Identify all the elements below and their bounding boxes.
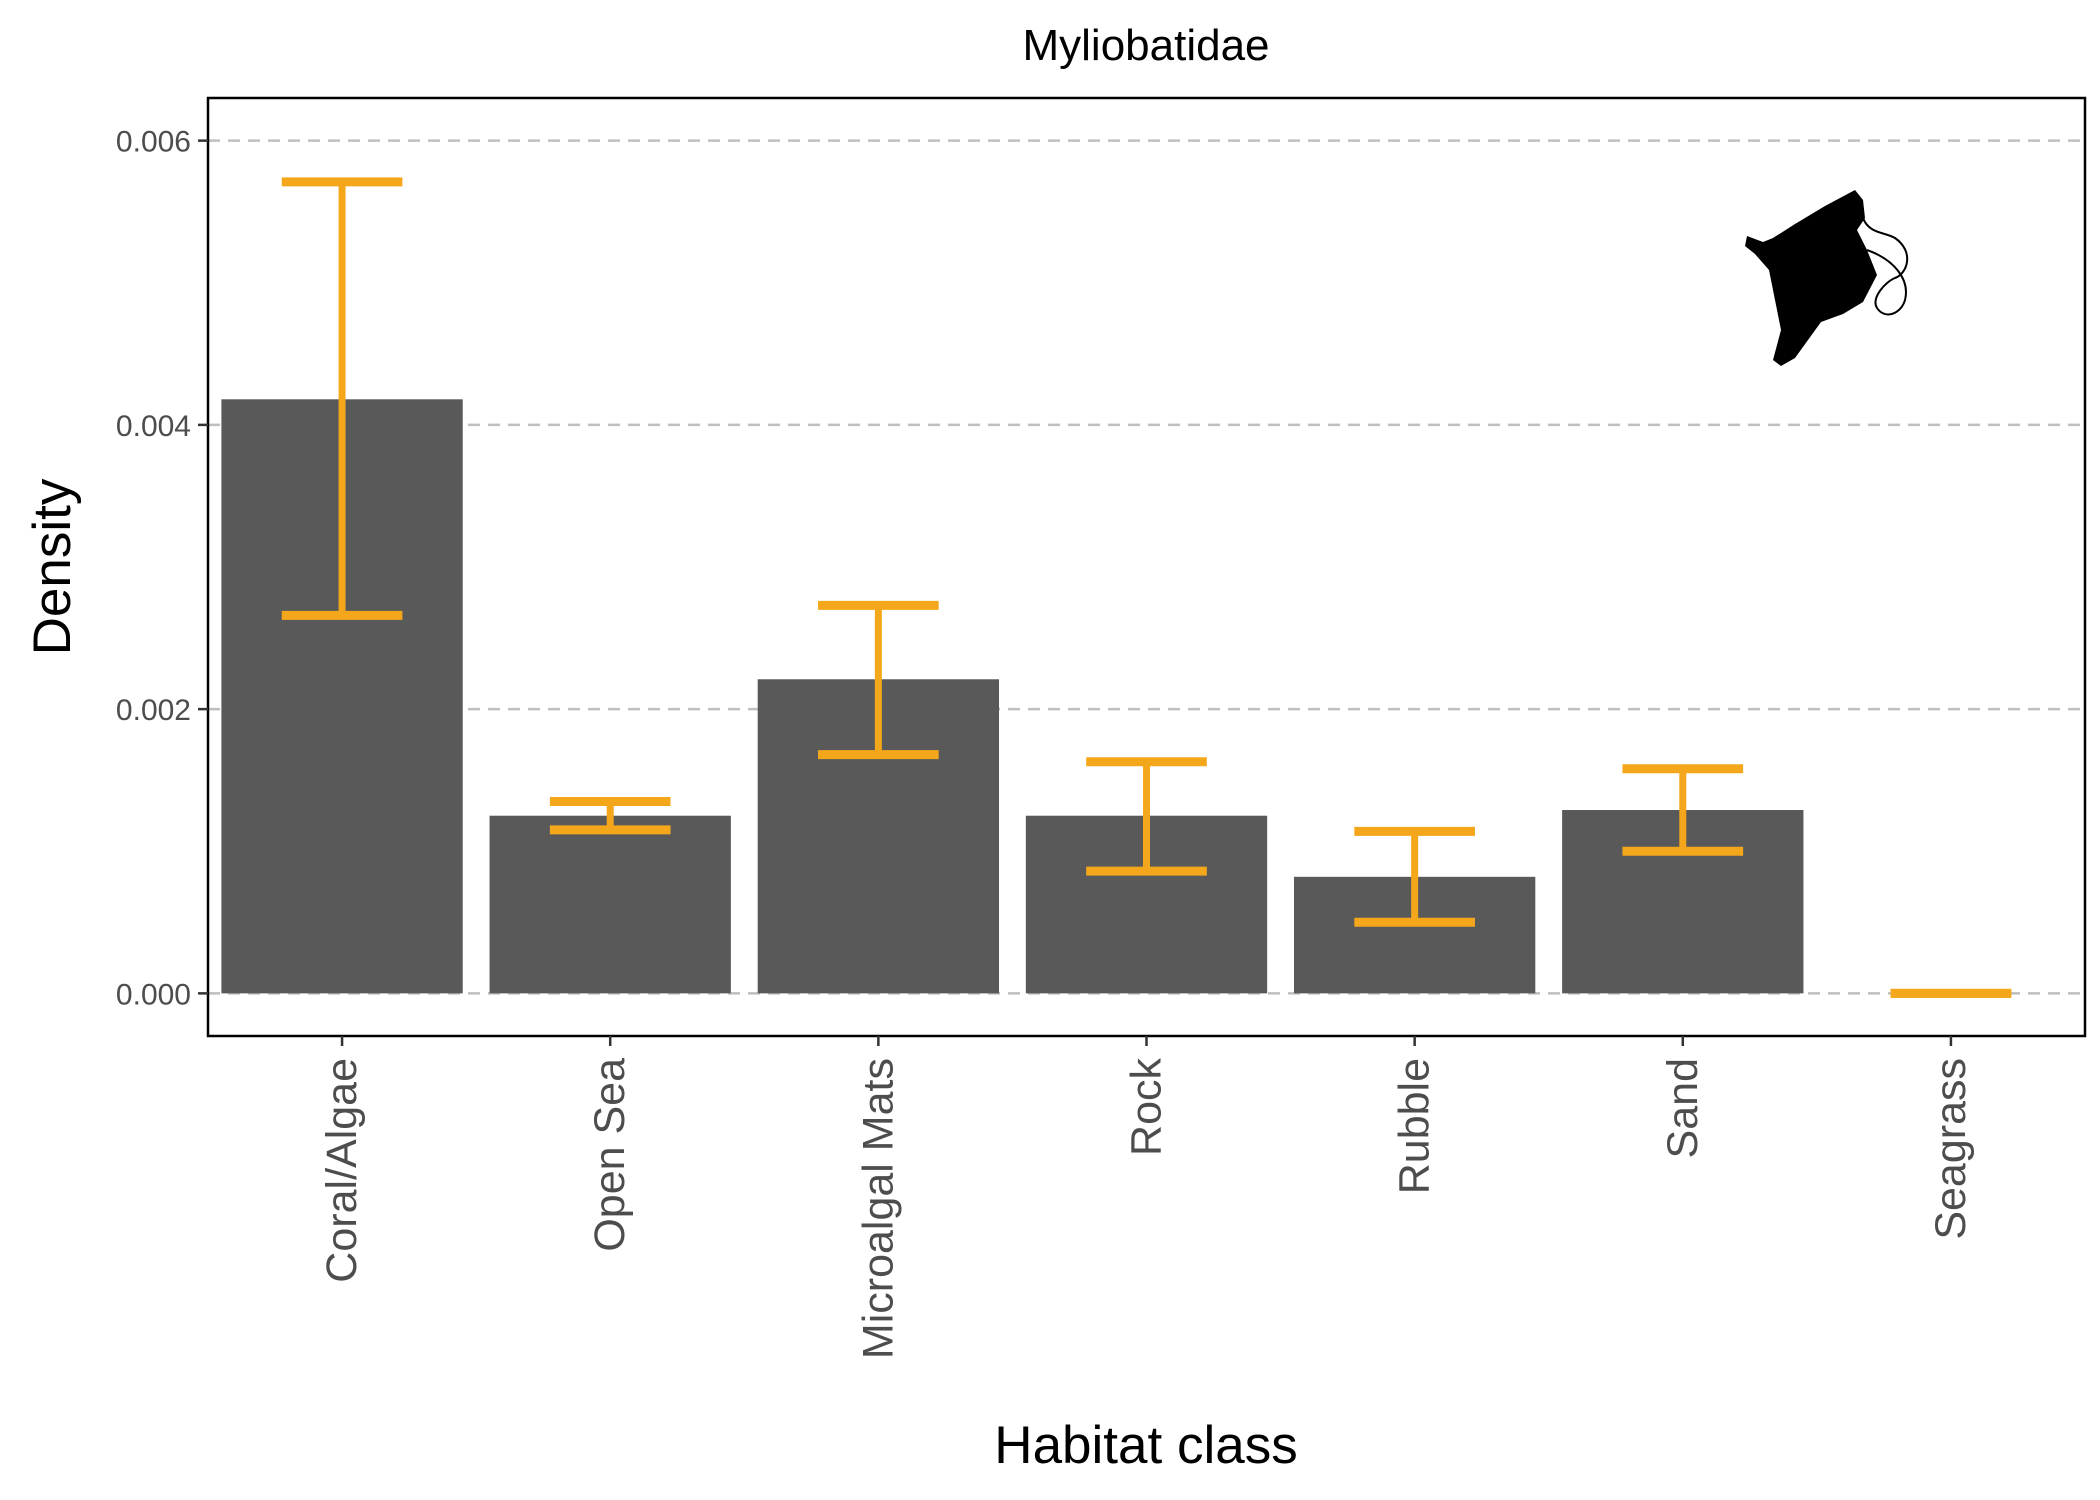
chart-title: Myliobatidae [1022,21,1269,70]
bar [489,815,731,994]
error-layer [281,177,2012,998]
x-tick-label: Coral/Algae [318,1058,366,1283]
error-bar [818,600,939,760]
error-bar [281,177,403,620]
y-tick-label: 0.006 [116,126,191,159]
x-tick-label: Rock [1123,1058,1171,1156]
y-tick-label: 0.004 [116,410,191,443]
x-tick-label: Seagrass [1927,1058,1975,1240]
error-bar [1622,764,1744,856]
x-tick-label: Rubble [1391,1058,1439,1194]
x-tick-label: Sand [1659,1058,1707,1158]
y-tick-label: 0.002 [116,694,191,727]
grid-layer [208,98,2085,1036]
y-axis: 0.000 0.002 0.004 0.006 [116,126,208,1011]
x-tick-label: Microalgal Mats [854,1058,902,1359]
x-tick-label: Open Sea [586,1058,634,1252]
x-axis: Coral/Algae Open Sea Microalgal Mats Rock Ru… [318,1036,1975,1359]
y-axis-title: Density [23,478,82,655]
manta-ray-silhouette-icon [1745,190,1908,366]
x-axis-title: Habitat class [994,1416,1297,1475]
error-bar [549,797,671,835]
y-tick-label: 0.000 [116,978,191,1011]
error-bar [1354,826,1475,927]
error-bar [1086,757,1207,876]
bar-layer [221,399,1804,994]
